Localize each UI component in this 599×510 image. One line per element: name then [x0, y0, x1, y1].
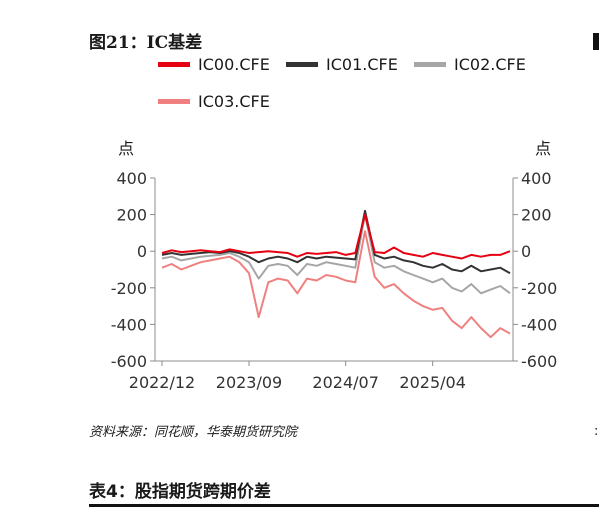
left-y-tick-label: 200 [116, 206, 147, 225]
adjacent-figure-edge [593, 33, 599, 50]
series-line-ic03 [161, 230, 511, 339]
legend-item-ic03: IC03.CFE [158, 92, 270, 111]
x-tick-label: 2025/04 [399, 373, 465, 392]
legend-item-ic02: IC02.CFE [414, 55, 526, 74]
right-axis-unit: 点 [535, 139, 552, 158]
legend-label-ic02: IC02.CFE [454, 55, 526, 74]
left-axis-unit: 点 [118, 139, 135, 158]
x-tick-label: 2023/09 [216, 373, 282, 392]
right-y-tick-label: 200 [521, 206, 552, 225]
right-y-tick-label: 400 [521, 169, 552, 188]
legend-swatch-ic03 [158, 99, 190, 104]
x-tick-label: 2022/12 [129, 373, 195, 392]
left-y-tick-label: -600 [111, 352, 147, 371]
legend-swatch-ic00 [158, 62, 190, 67]
table-top-rule [89, 504, 599, 507]
legend-label-ic01: IC01.CFE [326, 55, 398, 74]
source-note: 资料来源：同花顺，华泰期货研究院 [89, 425, 298, 440]
table-caption: 表4：股指期货跨期价差 [89, 482, 271, 502]
x-tick-label: 2024/07 [312, 373, 378, 392]
right-y-tick-label: -400 [521, 315, 557, 334]
adjacent-figure-edge-text: : [594, 424, 599, 439]
legend-label-ic00: IC00.CFE [198, 55, 270, 74]
series-line-ic00 [161, 213, 511, 260]
legend-swatch-ic02 [414, 62, 446, 67]
left-y-tick-label: -400 [111, 315, 147, 334]
legend-item-ic00: IC00.CFE [158, 55, 270, 74]
right-y-tick-label: -600 [521, 352, 557, 371]
left-y-tick-label: -200 [111, 279, 147, 298]
left-y-tick-label: 0 [137, 242, 147, 261]
legend-item-ic01: IC01.CFE [286, 55, 398, 74]
legend-label-ic03: IC03.CFE [198, 92, 270, 111]
right-y-tick-label: 0 [521, 242, 531, 261]
figure-title: 图21：IC基差 [89, 33, 203, 53]
series-line-ic02 [161, 213, 511, 295]
legend-swatch-ic01 [286, 62, 318, 67]
left-y-tick-label: 400 [116, 169, 147, 188]
right-y-tick-label: -200 [521, 279, 557, 298]
